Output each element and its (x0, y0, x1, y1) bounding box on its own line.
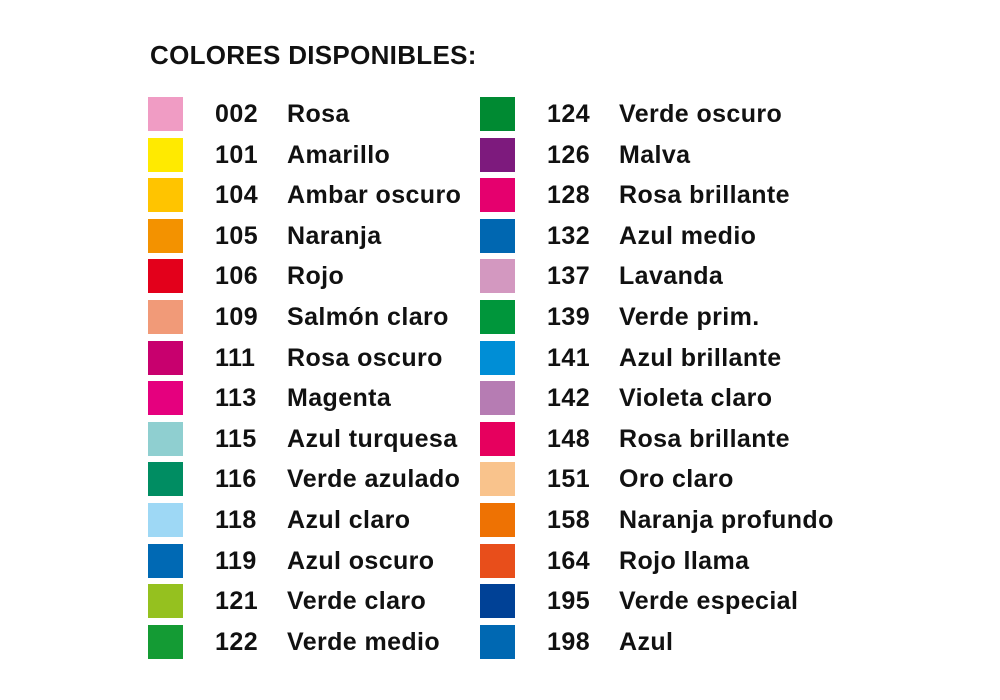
color-code: 151 (547, 465, 591, 494)
color-swatch (148, 137, 183, 172)
color-swatch (148, 502, 183, 537)
color-code: 137 (547, 262, 591, 291)
color-swatch (480, 502, 515, 537)
color-code: 128 (547, 181, 591, 210)
color-name: Verde oscuro (619, 100, 783, 128)
color-swatch (148, 259, 183, 294)
color-name: Rosa (287, 100, 350, 128)
color-swatch (148, 584, 183, 619)
color-code: 142 (547, 384, 591, 413)
color-name: Azul turquesa (287, 424, 458, 453)
color-code: 106 (215, 262, 259, 291)
color-swatch (480, 137, 515, 172)
color-name: Verde especial (619, 587, 799, 616)
color-swatch (148, 97, 183, 131)
color-swatch (148, 462, 183, 497)
color-code: 122 (215, 627, 259, 656)
color-name: Ambar oscuro (287, 181, 462, 210)
color-name: Malva (619, 140, 691, 169)
color-name: Verde medio (287, 627, 441, 656)
color-swatch (480, 97, 515, 131)
color-name: Verde azulado (287, 465, 461, 494)
color-code: 109 (215, 302, 259, 331)
color-code: 164 (547, 546, 591, 575)
color-name: Naranja profundo (619, 505, 834, 534)
color-name: Rojo (287, 262, 345, 291)
color-name: Naranja (287, 221, 382, 250)
color-name: Salmón claro (287, 302, 449, 331)
color-name: Amarillo (287, 140, 391, 169)
color-swatch (480, 259, 515, 294)
color-name: Rosa brillante (619, 181, 790, 210)
color-code: 101 (215, 140, 259, 169)
color-code: 116 (215, 465, 257, 494)
color-name: Magenta (287, 384, 392, 413)
color-swatch (480, 624, 515, 659)
color-name: Azul oscuro (287, 546, 435, 575)
page-title: COLORES DISPONIBLES: (150, 40, 477, 70)
color-code: 105 (215, 221, 259, 250)
color-name: Rosa brillante (619, 424, 790, 453)
color-swatch (148, 299, 183, 334)
color-swatch (148, 178, 183, 213)
color-swatch (480, 462, 515, 497)
color-code: 195 (547, 587, 591, 616)
color-name: Azul medio (619, 221, 757, 250)
color-code: 124 (547, 100, 591, 128)
color-code: 118 (215, 505, 257, 534)
color-swatch (148, 218, 183, 253)
color-swatch (148, 543, 183, 578)
color-swatch (480, 299, 515, 334)
color-code: 158 (547, 505, 591, 534)
color-code: 132 (547, 221, 591, 250)
color-name: Rojo llama (619, 546, 750, 575)
color-swatch (480, 340, 515, 375)
color-code: 198 (547, 627, 591, 656)
color-code: 121 (215, 587, 259, 616)
color-code: 104 (215, 181, 259, 210)
color-code: 119 (215, 546, 257, 575)
color-name: Rosa oscuro (287, 343, 443, 372)
color-code: 115 (215, 424, 257, 453)
color-name: Verde prim. (619, 302, 760, 331)
color-code: 111 (215, 343, 256, 372)
color-code: 141 (547, 343, 591, 372)
color-swatch (480, 543, 515, 578)
color-swatch (480, 178, 515, 213)
color-name: Azul claro (287, 505, 411, 534)
color-name: Oro claro (619, 465, 734, 494)
color-name: Violeta claro (619, 384, 773, 413)
color-code: 139 (547, 302, 591, 331)
color-swatch (480, 381, 515, 416)
color-code: 113 (215, 384, 257, 413)
color-swatch (480, 421, 515, 456)
color-code: 148 (547, 424, 591, 453)
color-swatch (480, 218, 515, 253)
color-name: Lavanda (619, 262, 724, 291)
color-name: Verde claro (287, 587, 427, 616)
color-name: Azul (619, 627, 674, 656)
color-code: 126 (547, 140, 591, 169)
color-swatch (480, 584, 515, 619)
color-swatch (148, 421, 183, 456)
color-swatch (148, 381, 183, 416)
color-swatch (148, 340, 183, 375)
color-name: Azul brillante (619, 343, 782, 372)
color-swatch (148, 624, 183, 659)
color-code: 002 (215, 100, 259, 128)
